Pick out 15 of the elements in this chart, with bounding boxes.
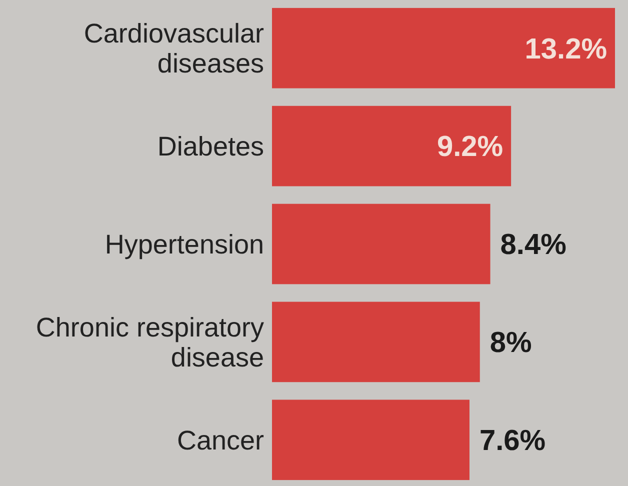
y-tick-label: Chronic respiratory disease xyxy=(36,312,264,372)
bar xyxy=(272,204,490,284)
bar xyxy=(272,106,512,186)
bar xyxy=(272,400,470,480)
y-tick-label: Cardiovascular diseases xyxy=(84,18,264,79)
y-tick-label: Cancer xyxy=(176,425,264,456)
y-tick-label: Diabetes xyxy=(157,132,264,162)
data-label: 13.2% xyxy=(524,33,608,66)
bar xyxy=(272,302,480,382)
data-label: 9.2% xyxy=(436,131,504,164)
data-label: 8.4% xyxy=(500,229,567,262)
bar xyxy=(272,8,615,88)
data-label: 8% xyxy=(490,327,532,360)
data-label: 7.6% xyxy=(479,425,546,458)
y-tick-label: Hypertension xyxy=(104,229,264,260)
